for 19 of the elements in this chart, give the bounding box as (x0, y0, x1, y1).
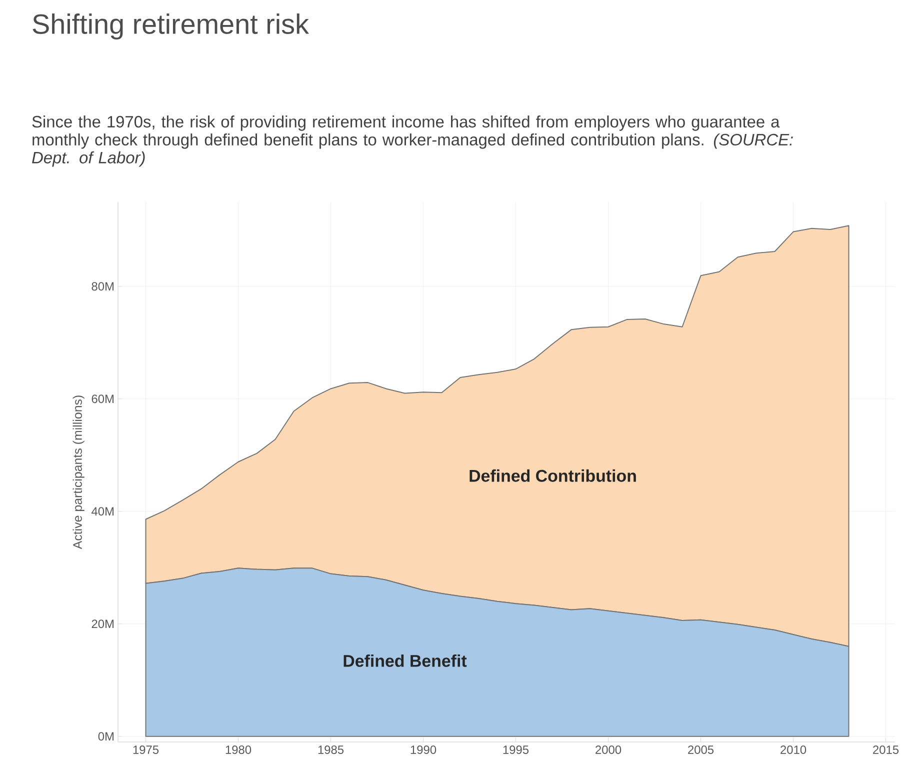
x-tick-label: 1975 (133, 746, 159, 754)
x-tick-label: 1985 (318, 746, 344, 754)
series-label: Defined Benefit (344, 654, 467, 667)
y-axis-title: Active participants (millions) (72, 396, 84, 550)
chart-title: Shifting retirement risk (32, 14, 310, 40)
x-tick-label: 2010 (780, 746, 806, 754)
y-tick-label: 0M (98, 732, 114, 741)
y-tick-label: 20M (92, 620, 114, 628)
y-tick-label: 60M (92, 394, 114, 404)
x-tick-label: 1980 (226, 746, 252, 754)
x-tick-label: 1990 (410, 746, 436, 754)
x-tick-label: 2015 (873, 746, 899, 754)
y-tick-label: 80M (92, 282, 114, 291)
y-tick-label: 40M (92, 507, 114, 516)
series-label: Defined Contribution (470, 469, 636, 482)
x-tick-label: 1995 (503, 746, 529, 754)
text: Since the 1970s, the risk of providing retirement income has shifted from employers who guarantee a monthly check through defined benefit plans to worker-managed defined contribution plans. (SOURCE: Dept. of Labor) (32, 116, 793, 167)
x-tick-label: 2005 (688, 746, 714, 754)
x-tick-label: 2000 (596, 746, 622, 754)
